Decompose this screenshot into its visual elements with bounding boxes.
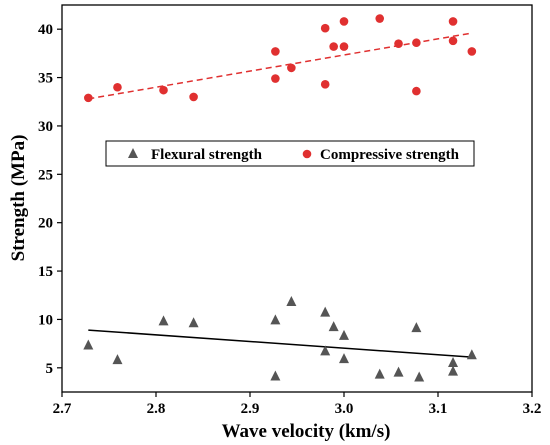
compressive-point — [84, 93, 93, 103]
flexural-point — [270, 314, 281, 325]
compressive-point — [159, 85, 168, 95]
compressive-point — [113, 82, 122, 92]
flexural-point — [393, 366, 404, 377]
flexural-point — [286, 296, 297, 307]
flexural-trend-line — [88, 329, 472, 358]
x-tick-label: 2.7 — [53, 401, 72, 417]
x-axis-label: Wave velocity (km/s) — [222, 421, 391, 442]
plot-frame — [61, 4, 533, 393]
compressive-point — [320, 80, 330, 89]
x-tick-label: 3.2 — [523, 401, 542, 417]
compressive-point — [271, 47, 280, 56]
flexural-point — [328, 321, 339, 332]
flexural-point — [448, 365, 459, 376]
x-axis-ticks: 2.7 2.8 2.9 3.0 3.1 3.2 — [53, 392, 542, 417]
x-tick-label: 2.9 — [241, 401, 260, 417]
compressive-point — [339, 17, 349, 26]
flexural-point — [188, 317, 199, 328]
y-tick-label: 15 — [38, 264, 53, 280]
compressive-point — [339, 42, 349, 51]
compressive-trend-line — [88, 32, 472, 100]
flexural-point — [83, 339, 94, 350]
legend-flexural-label: Flexural strength — [151, 147, 263, 163]
compressive-point — [412, 86, 421, 96]
compressive-point — [189, 92, 198, 102]
flexural-point — [466, 349, 477, 360]
legend-compressive-marker — [302, 149, 312, 159]
y-tick-label: 20 — [38, 216, 53, 232]
compressive-point — [448, 17, 458, 26]
compressive-point — [467, 47, 477, 56]
y-tick-label: 35 — [38, 71, 53, 87]
flexural-point — [374, 368, 385, 379]
flexural-point — [112, 354, 123, 365]
y-tick-label: 10 — [38, 312, 53, 328]
x-tick-label: 3.1 — [429, 401, 448, 417]
compressive-point — [375, 14, 385, 23]
legend-compressive-label: Compressive strength — [320, 147, 460, 163]
compressive-point — [320, 23, 330, 33]
legend: Flexural strength Compressive strength — [105, 140, 475, 167]
x-tick-label: 3.0 — [335, 401, 354, 417]
y-tick-label: 30 — [38, 119, 53, 135]
flexural-point — [339, 329, 349, 340]
trend-lines — [88, 32, 472, 358]
legend-flexural-marker — [128, 148, 138, 158]
flexural-point — [339, 353, 349, 364]
x-tick-label: 2.8 — [147, 401, 166, 417]
y-axis-label: Strength (MPa) — [8, 135, 29, 262]
y-tick-label: 5 — [46, 361, 54, 377]
flexural-point — [158, 315, 169, 326]
flexural-point — [320, 345, 331, 356]
flexural-point — [414, 371, 425, 382]
flexural-point — [411, 322, 422, 333]
compressive-point — [394, 39, 403, 48]
flexural-point — [270, 370, 281, 381]
flexural-point — [448, 356, 459, 367]
compressive-point — [412, 38, 421, 48]
y-tick-label: 40 — [38, 22, 53, 38]
y-tick-label: 25 — [38, 167, 53, 183]
compressive-point — [287, 63, 296, 73]
flexural-point — [320, 306, 331, 317]
compressive-point — [448, 36, 458, 46]
compressive-point — [329, 42, 338, 51]
data-points — [83, 14, 477, 382]
y-axis-ticks: 5 10 15 20 25 30 35 40 — [38, 22, 62, 377]
compressive-point — [271, 74, 280, 83]
legend-box — [105, 140, 475, 167]
plot-border — [61, 4, 533, 393]
